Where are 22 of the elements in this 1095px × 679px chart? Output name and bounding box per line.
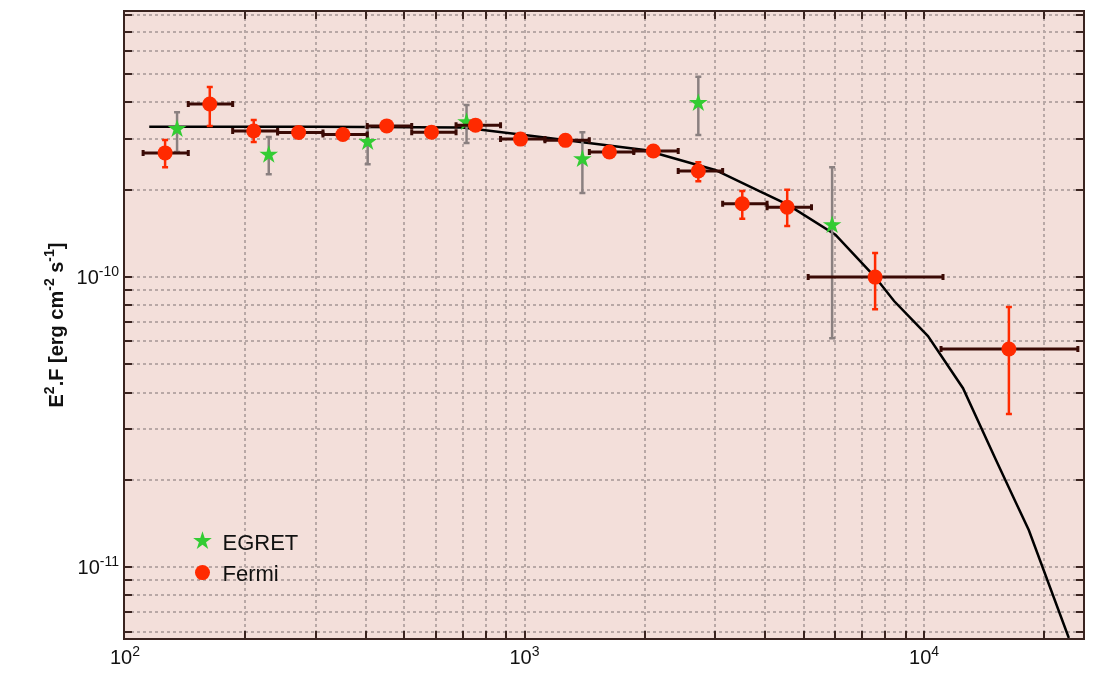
point [202,96,218,112]
point [468,117,484,133]
point [246,123,262,139]
y-tick-label: 10$^{-10}$ [76,262,120,289]
legend-label: Fermi [222,561,279,587]
y-tick-label: 10$^{-11}$ [77,552,120,579]
point [601,144,617,160]
point [512,131,528,147]
x-tick-label: 10$^{4}$ [909,642,940,668]
point [379,118,395,134]
x-tick-label: 10$^{3}$ [509,642,540,668]
point [645,143,661,159]
x-tick-label: 10$^{2}$ [109,642,141,668]
point [424,124,439,140]
point [291,125,307,141]
point [690,163,706,179]
point [157,145,173,161]
legend-label: EGRET [222,529,299,555]
point [779,199,795,215]
point [557,132,573,148]
point [734,196,750,212]
point [335,127,351,143]
